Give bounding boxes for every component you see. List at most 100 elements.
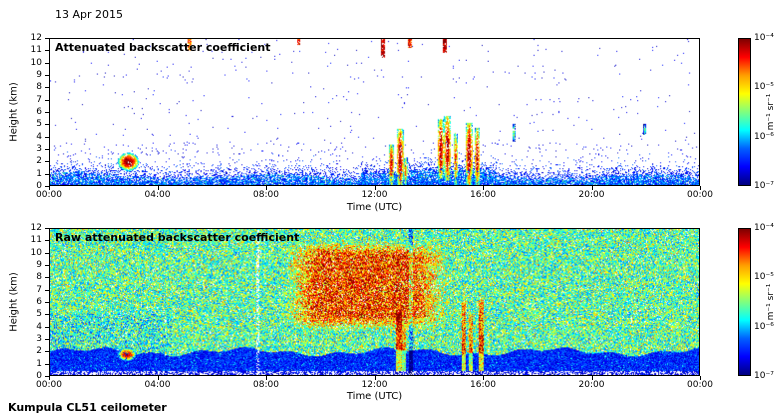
x-tick-mark: [49, 186, 50, 190]
y-tick-label: 12: [30, 33, 42, 43]
y-tick-label: 5: [36, 119, 42, 130]
colorbar-unit-label: m⁻¹ sr⁻¹: [766, 93, 776, 131]
y-tick-mark: [45, 75, 49, 76]
y-tick-mark: [45, 50, 49, 52]
x-axis-label: Time (UTC): [346, 391, 403, 402]
x-tick-label: 00:00: [36, 380, 62, 390]
heatmap-panel-attenuated: [49, 38, 700, 186]
x-tick-mark: [266, 376, 267, 380]
y-tick-label: 12: [30, 223, 42, 233]
y-tick-mark: [45, 136, 49, 138]
y-tick-mark: [45, 339, 49, 340]
colorbar-tick-label: 10⁻⁴: [754, 223, 774, 233]
y-tick-label: 6: [36, 107, 42, 117]
y-tick-mark: [45, 124, 49, 126]
x-tick-mark: [591, 376, 593, 380]
y-tick-label: 0: [36, 371, 42, 381]
colorbar-tick-label: 10⁻⁶: [754, 321, 774, 332]
y-tick-label: 2: [36, 156, 42, 167]
x-axis-label: Time (UTC): [346, 202, 403, 213]
date-label: 13 Apr 2015: [55, 8, 124, 21]
colorbar-attenuated: [738, 38, 751, 186]
y-tick-label: 10: [30, 57, 42, 68]
y-tick-label: 2: [36, 346, 42, 357]
y-tick-label: 1: [36, 168, 42, 179]
y-axis-ticks: 0 1 2 3 4 5 6 7 8 9 10 11 12: [25, 33, 49, 191]
colorbar-ticks: 10⁻⁴ 10⁻⁵ 10⁻⁶ 10⁻⁷: [754, 223, 780, 381]
y-tick-label: 4: [36, 321, 42, 332]
y-tick-label: 9: [36, 70, 42, 80]
y-tick-mark: [45, 149, 49, 150]
y-tick-label: 4: [36, 131, 42, 142]
y-tick-mark: [45, 173, 49, 175]
y-tick-mark: [45, 161, 49, 163]
y-tick-label: 6: [36, 297, 42, 307]
colorbar-tick-label: 10⁻⁷: [754, 371, 774, 381]
colorbar-ticks: 10⁻⁴ 10⁻⁵ 10⁻⁶ 10⁻⁷: [754, 33, 780, 191]
y-axis-ticks: 0 1 2 3 4 5 6 7 8 9 10 11 12: [25, 223, 49, 381]
panel-title-attenuated: Attenuated backscatter coefficient: [55, 41, 271, 54]
colorbar-tick-label: 10⁻⁵: [754, 82, 774, 93]
y-tick-mark: [45, 314, 49, 316]
x-tick-label: 04:00: [144, 380, 171, 390]
x-tick-mark: [700, 376, 701, 380]
y-tick-mark: [45, 240, 49, 242]
y-tick-mark: [45, 228, 49, 229]
y-tick-label: 3: [36, 144, 42, 154]
y-tick-label: 9: [36, 260, 42, 270]
x-tick-label: 20:00: [578, 380, 605, 390]
x-tick-mark: [483, 376, 484, 380]
heatmap-canvas-attenuated: [50, 39, 699, 185]
x-tick-mark: [483, 186, 484, 190]
y-tick-label: 11: [30, 45, 42, 56]
x-tick-label: 12:00: [361, 380, 388, 390]
y-tick-mark: [45, 376, 49, 377]
x-tick-mark: [374, 376, 376, 380]
heatmap-panel-raw: [49, 228, 700, 376]
x-tick-mark: [374, 186, 376, 190]
colorbar-tick-label: 10⁻⁵: [754, 272, 774, 283]
y-tick-label: 1: [36, 358, 42, 369]
y-tick-label: 7: [36, 284, 42, 295]
panel-title-raw: Raw attenuated backscatter coefficient: [55, 231, 300, 244]
x-tick-label: 12:00: [361, 190, 388, 200]
y-tick-mark: [45, 265, 49, 266]
footer-label: Kumpula CL51 ceilometer: [8, 401, 167, 414]
y-tick-mark: [45, 326, 49, 328]
y-tick-mark: [45, 289, 49, 291]
y-tick-mark: [45, 87, 49, 89]
x-tick-label: 00:00: [36, 190, 62, 200]
x-tick-mark: [266, 186, 267, 190]
y-tick-label: 0: [36, 181, 42, 191]
x-axis-ticks: 00:00 04:00 08:00 12:00 16:00 20:00 00:00: [36, 376, 713, 394]
y-axis-label: Height (km): [8, 272, 20, 332]
x-tick-mark: [700, 186, 701, 190]
y-tick-label: 8: [36, 272, 42, 283]
colorbar-tick-label: 10⁻⁷: [754, 181, 774, 191]
y-tick-mark: [45, 112, 49, 113]
y-tick-mark: [45, 186, 49, 187]
x-tick-label: 20:00: [578, 190, 605, 200]
y-tick-mark: [45, 302, 49, 303]
y-tick-mark: [45, 99, 49, 101]
y-tick-mark: [45, 351, 49, 353]
y-tick-label: 5: [36, 309, 42, 320]
x-tick-label: 04:00: [144, 190, 171, 200]
x-tick-label: 16:00: [470, 190, 496, 200]
x-axis-ticks: 00:00 04:00 08:00 12:00 16:00 20:00 00:00: [36, 186, 713, 204]
x-tick-mark: [591, 186, 593, 190]
x-tick-label: 00:00: [687, 380, 713, 390]
colorbar-tick-label: 10⁻⁴: [754, 33, 774, 43]
y-tick-mark: [45, 252, 49, 254]
x-tick-mark: [157, 186, 159, 190]
colorbar-unit-label: m⁻¹ sr⁻¹: [766, 283, 776, 321]
x-tick-label: 16:00: [470, 380, 496, 390]
y-tick-mark: [45, 38, 49, 39]
y-tick-mark: [45, 277, 49, 279]
y-tick-label: 8: [36, 82, 42, 93]
colorbar-raw: [738, 228, 751, 376]
x-tick-mark: [157, 376, 159, 380]
y-tick-label: 10: [30, 247, 42, 258]
colorbar-tick-label: 10⁻⁶: [754, 131, 774, 142]
